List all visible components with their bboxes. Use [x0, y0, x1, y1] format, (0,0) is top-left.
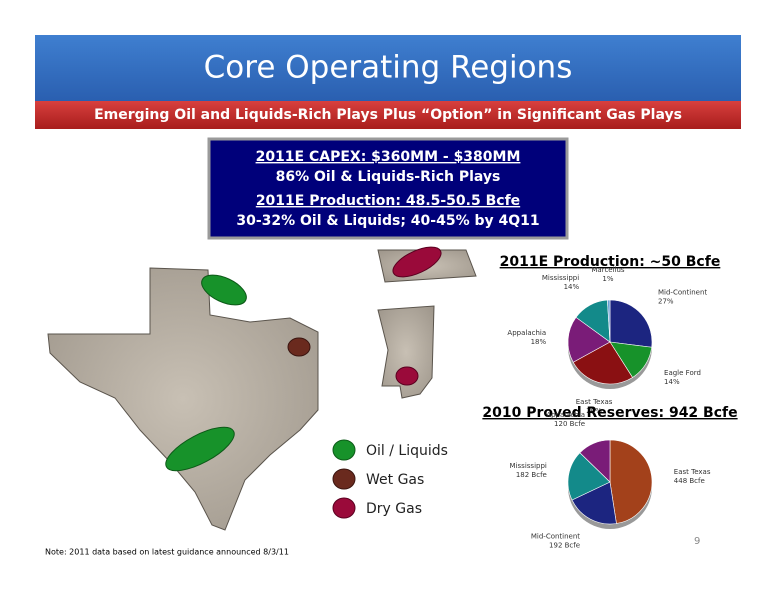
slice-label: Mississippi	[510, 462, 547, 470]
wet-gas-region	[287, 337, 311, 357]
slice-value: 26%	[586, 407, 602, 415]
pie-slice	[567, 316, 611, 363]
legend-label: Oil / Liquids	[366, 443, 448, 459]
mississippi	[377, 305, 435, 399]
slice-value: 120 Bcfe	[554, 420, 585, 428]
pie-slice	[571, 481, 617, 525]
slice-label: Marcellus	[591, 266, 625, 274]
map-legend: Oil / Liquids Wet Gas Dry Gas	[332, 439, 448, 519]
box-line: 30-32% Oil & Liquids; 40-45% by 4Q11	[236, 213, 539, 229]
pie-slice	[607, 299, 611, 343]
map	[47, 246, 477, 531]
pie-slice	[609, 299, 653, 348]
slice-value: 182 Bcfe	[516, 471, 547, 479]
highlight-box	[207, 137, 569, 240]
chart-title: 2010 Proved Reserves: 942 Bcfe	[482, 405, 737, 421]
slice-label: East Texas	[674, 468, 711, 476]
pie-slice	[579, 439, 611, 483]
dry-gas-region	[392, 246, 442, 278]
slice-label: Mid-Continent	[658, 289, 707, 297]
slice-label: Eagle Ford	[664, 369, 701, 377]
pie-slice	[609, 439, 653, 524]
footnote: Note: 2011 data based on latest guidance…	[45, 548, 289, 557]
chart-title: 2011E Production: ~50 Bcfe	[500, 254, 721, 270]
page-number: 9	[694, 536, 700, 547]
box-line: 2011E CAPEX: $360MM - $380MM	[256, 149, 521, 165]
slice-value: 448 Bcfe	[674, 477, 705, 485]
slice-value: 14%	[664, 378, 680, 386]
slice-value: 27%	[658, 298, 674, 306]
oil-region	[201, 274, 247, 306]
slice-label: Mid-Continent	[531, 532, 580, 540]
subtitle-bar	[35, 101, 741, 129]
box-line: 86% Oil & Liquids-Rich Plays	[276, 169, 501, 185]
dry-gas-region	[395, 366, 419, 386]
legend-label: Dry Gas	[366, 501, 422, 517]
legend-label: Wet Gas	[366, 472, 424, 488]
box-line: 2011E Production: 48.5-50.5 Bcfe	[256, 193, 520, 209]
slice-value: 18%	[531, 338, 547, 346]
slice-label: East Texas	[576, 398, 613, 406]
slide-subtitle: Emerging Oil and Liquids-Rich Plays Plus…	[94, 107, 682, 123]
oil-region	[165, 426, 235, 472]
legend-swatch	[332, 497, 356, 519]
texas	[47, 267, 319, 531]
slice-value: 192 Bcfe	[549, 541, 580, 549]
slice-value: 1%	[602, 275, 613, 283]
slide-title: Core Operating Regions	[204, 50, 573, 86]
slice-value: 14%	[564, 283, 580, 291]
slice-label: Appalachia	[507, 329, 546, 337]
slice-label: Mississippi	[542, 274, 579, 282]
legend-swatch	[332, 468, 356, 490]
slice-label: Appalachia	[546, 411, 585, 419]
pie-slice	[572, 341, 633, 385]
legend-swatch	[332, 439, 356, 461]
header-bar	[35, 35, 741, 101]
pie-slice	[567, 452, 611, 501]
